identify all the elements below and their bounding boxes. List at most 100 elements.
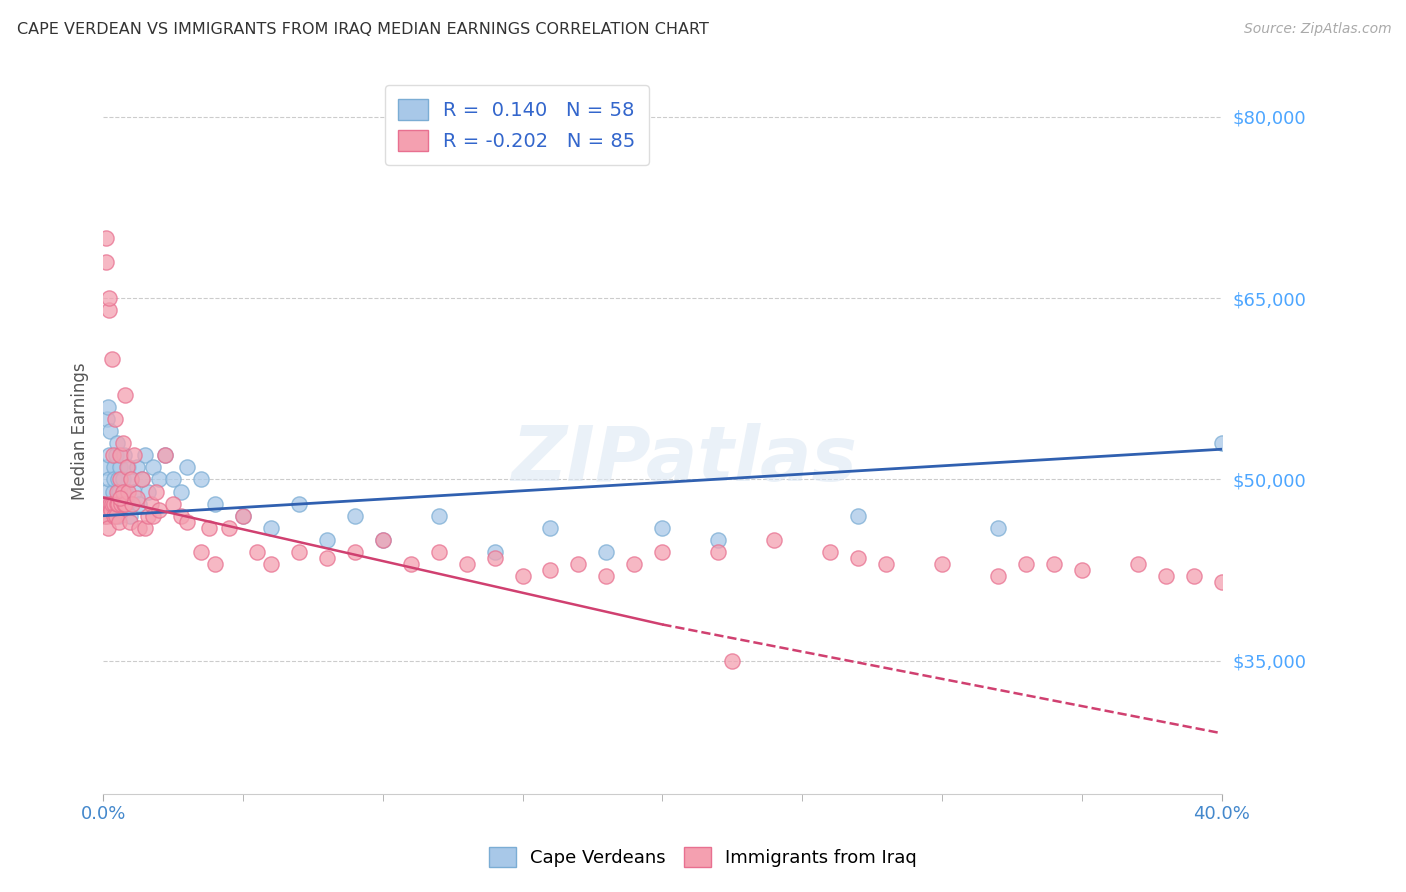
Point <box>198 521 221 535</box>
Point <box>110 448 132 462</box>
Point <box>456 557 478 571</box>
Point <box>142 460 165 475</box>
Point <box>98 448 121 462</box>
Point <box>371 533 394 547</box>
Point <box>131 472 153 486</box>
Point <box>94 508 117 523</box>
Point <box>117 460 139 475</box>
Point <box>98 497 121 511</box>
Point <box>100 502 122 516</box>
Point <box>104 448 127 462</box>
Point <box>246 545 269 559</box>
Point <box>128 521 150 535</box>
Point <box>148 472 170 486</box>
Point <box>1182 569 1205 583</box>
Point <box>110 497 132 511</box>
Point <box>399 557 422 571</box>
Point <box>101 484 124 499</box>
Point <box>260 557 283 571</box>
Point <box>105 484 128 499</box>
Point <box>218 521 240 535</box>
Point <box>763 533 786 547</box>
Point <box>145 484 167 499</box>
Point <box>107 515 129 529</box>
Point <box>104 497 127 511</box>
Point <box>97 521 120 535</box>
Point <box>232 508 254 523</box>
Point <box>232 508 254 523</box>
Point <box>94 231 117 245</box>
Text: ZIPatlas: ZIPatlas <box>512 423 858 497</box>
Point <box>108 508 131 523</box>
Point <box>96 255 118 269</box>
Point <box>176 460 198 475</box>
Point <box>315 533 337 547</box>
Point <box>595 569 617 583</box>
Point <box>103 497 125 511</box>
Point <box>1070 563 1092 577</box>
Point <box>100 497 122 511</box>
Point <box>540 521 562 535</box>
Point <box>105 436 128 450</box>
Point <box>96 508 118 523</box>
Point <box>94 497 117 511</box>
Point <box>176 515 198 529</box>
Point <box>1042 557 1064 571</box>
Point <box>105 497 128 511</box>
Point <box>107 484 129 499</box>
Point <box>153 448 176 462</box>
Point <box>122 484 145 499</box>
Point <box>115 497 138 511</box>
Point <box>343 545 366 559</box>
Point <box>97 400 120 414</box>
Point <box>93 497 115 511</box>
Point <box>97 303 120 318</box>
Point <box>721 654 744 668</box>
Point <box>512 569 534 583</box>
Point <box>343 508 366 523</box>
Point <box>931 557 953 571</box>
Text: Source: ZipAtlas.com: Source: ZipAtlas.com <box>1244 22 1392 37</box>
Point <box>108 491 131 505</box>
Point <box>128 497 150 511</box>
Point <box>100 508 122 523</box>
Point <box>103 508 125 523</box>
Point <box>288 545 311 559</box>
Point <box>114 484 136 499</box>
Point <box>204 497 226 511</box>
Point <box>136 484 159 499</box>
Point <box>112 497 135 511</box>
Point <box>94 484 117 499</box>
Point <box>118 515 141 529</box>
Point <box>121 497 143 511</box>
Point <box>707 545 730 559</box>
Point <box>170 484 193 499</box>
Point <box>846 508 869 523</box>
Point <box>96 412 118 426</box>
Point <box>484 545 506 559</box>
Point <box>153 448 176 462</box>
Point <box>484 551 506 566</box>
Point <box>134 448 156 462</box>
Point <box>111 472 134 486</box>
Point <box>595 545 617 559</box>
Point <box>142 508 165 523</box>
Point <box>1126 557 1149 571</box>
Point <box>987 569 1010 583</box>
Text: CAPE VERDEAN VS IMMIGRANTS FROM IRAQ MEDIAN EARNINGS CORRELATION CHART: CAPE VERDEAN VS IMMIGRANTS FROM IRAQ MED… <box>17 22 709 37</box>
Point <box>623 557 645 571</box>
Point <box>707 533 730 547</box>
Point <box>190 545 212 559</box>
Point <box>540 563 562 577</box>
Point <box>97 472 120 486</box>
Point <box>651 545 673 559</box>
Point <box>162 472 184 486</box>
Point <box>120 472 142 486</box>
Point <box>117 484 139 499</box>
Point <box>104 508 127 523</box>
Point <box>136 508 159 523</box>
Point <box>170 508 193 523</box>
Point <box>190 472 212 486</box>
Point <box>115 460 138 475</box>
Point <box>111 436 134 450</box>
